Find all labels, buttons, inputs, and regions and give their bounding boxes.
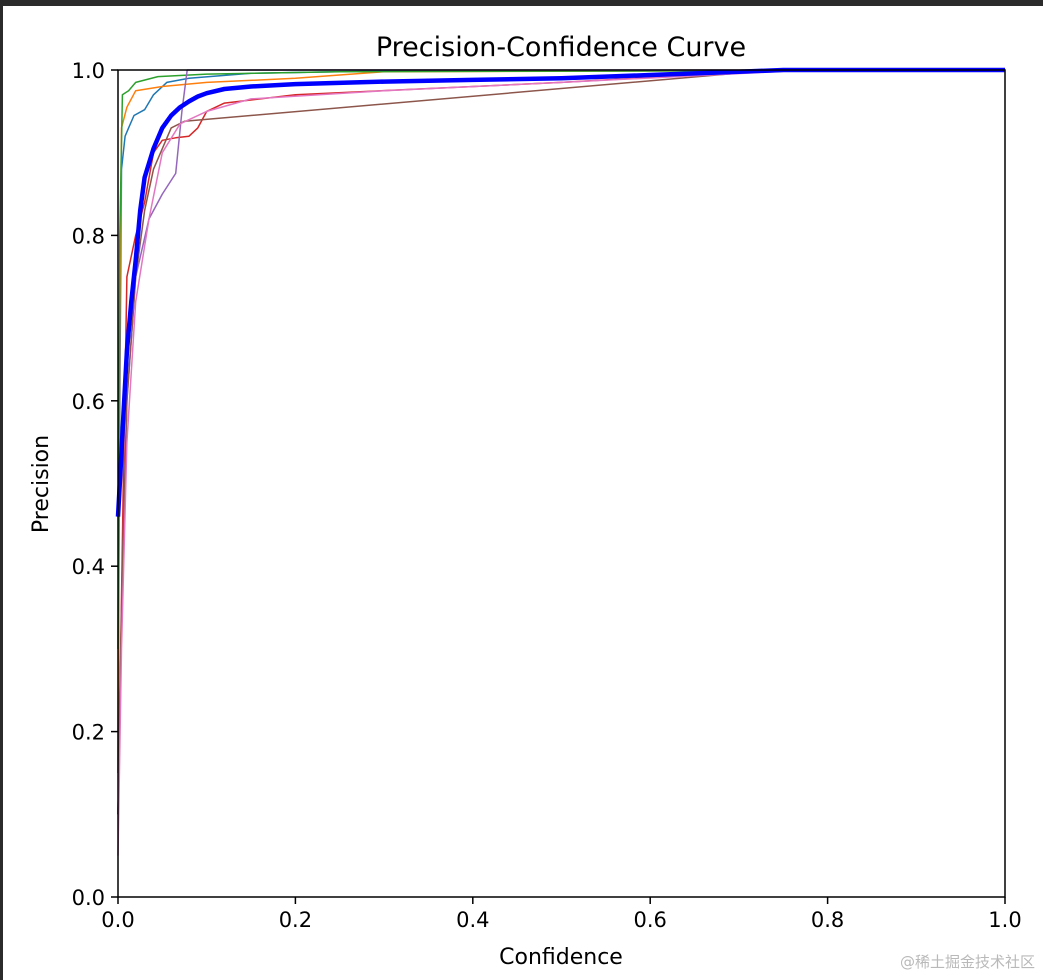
chart-title: Precision-Confidence Curve <box>376 32 746 63</box>
x-tick-label: 1.0 <box>988 908 1021 932</box>
window-left-border <box>0 6 3 980</box>
x-tick-label: 0.8 <box>811 908 844 932</box>
y-tick-label: 0.4 <box>72 555 105 579</box>
x-axis: 0.0 0.2 0.4 0.6 0.8 1.0 <box>101 897 1022 932</box>
y-tick-label: 1.0 <box>72 59 105 83</box>
x-tick-label: 0.0 <box>101 908 134 932</box>
series-line-1 <box>117 69 1006 774</box>
y-axis: 0.0 0.2 0.4 0.6 0.8 1.0 <box>72 59 118 910</box>
series-line-7 <box>117 69 1005 856</box>
series-line-2 <box>117 69 1006 732</box>
y-axis-label: Precision <box>29 435 54 533</box>
y-tick-label: 0.6 <box>72 390 105 414</box>
x-tick-label: 0.2 <box>279 908 312 932</box>
x-tick-label: 0.6 <box>633 908 666 932</box>
series-layer <box>115 67 1006 856</box>
plot-frame <box>117 69 1006 898</box>
y-tick-label: 0.0 <box>72 886 105 910</box>
series-line-6 <box>117 69 1005 815</box>
window-top-border <box>0 0 1043 6</box>
series-line-3 <box>117 69 1006 649</box>
x-axis-label: Confidence <box>499 945 623 970</box>
series-line-4 <box>117 69 1005 815</box>
series-line-8 <box>115 67 1005 517</box>
y-tick-label: 0.8 <box>72 224 105 248</box>
y-tick-label: 0.2 <box>72 721 105 745</box>
x-tick-label: 0.4 <box>456 908 489 932</box>
series-line-5 <box>117 69 1005 815</box>
watermark: @稀土掘金技术社区 <box>899 953 1035 971</box>
